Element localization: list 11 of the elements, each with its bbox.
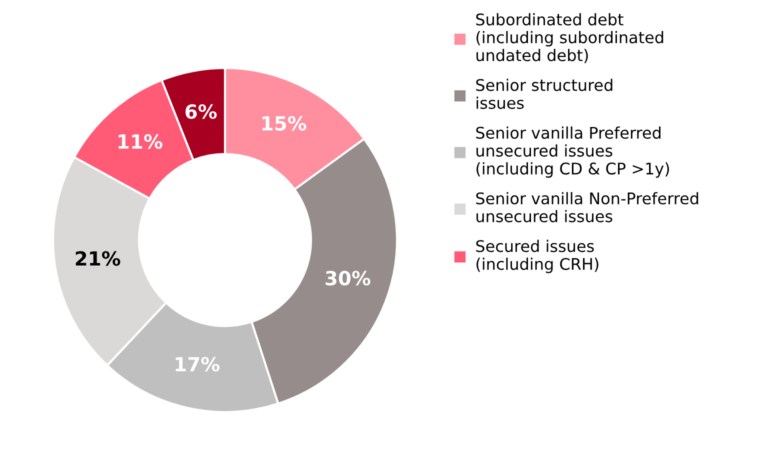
legend-label: Senior vanilla Non-Preferred unsecured issues (476, 192, 698, 222)
data-label: 21% (76, 251, 120, 266)
data-label: 17% (176, 356, 220, 372)
legend-label: Secured issues (including CRH) (476, 240, 598, 274)
data-label: 11% (118, 134, 162, 149)
legend-label: Senior structured issues (476, 78, 612, 109)
data-label: 30% (326, 270, 370, 286)
data-label: 15% (262, 116, 306, 131)
legend-label: Subordinated debt (including subordinated undated debt) (476, 13, 664, 64)
data-label: 6% (186, 104, 217, 119)
legend-label: Senior vanilla Preferred unsecured issues (including CD & CP >1y) (476, 126, 669, 178)
